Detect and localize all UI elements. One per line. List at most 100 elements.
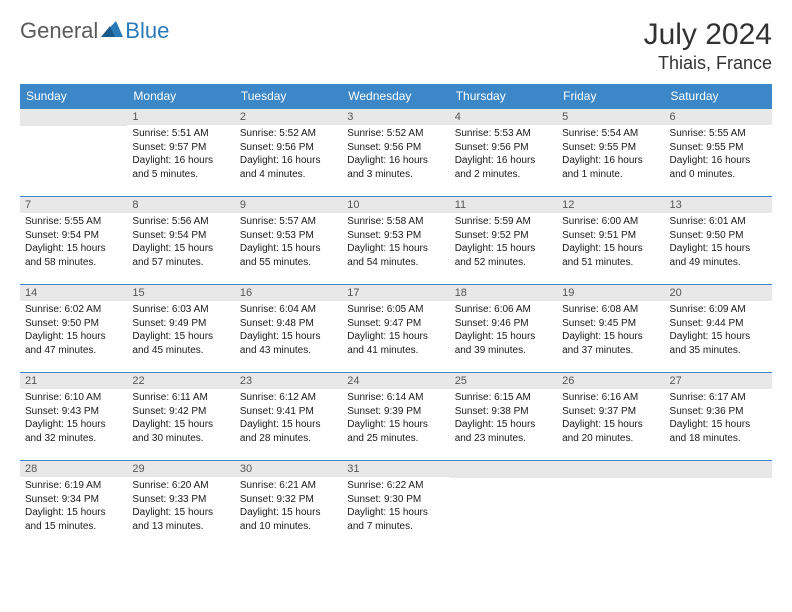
calendar-cell: 25Sunrise: 6:15 AMSunset: 9:38 PMDayligh… [450,373,557,461]
sunrise-line: Sunrise: 5:52 AM [240,127,337,141]
weekday-header: Tuesday [235,84,342,109]
calendar-cell: 27Sunrise: 6:17 AMSunset: 9:36 PMDayligh… [665,373,772,461]
sunset-line: Sunset: 9:46 PM [455,317,552,331]
sunset-line: Sunset: 9:42 PM [132,405,229,419]
empty-day [450,461,557,478]
day-number: 23 [235,373,342,389]
day-details: Sunrise: 6:10 AMSunset: 9:43 PMDaylight:… [20,389,127,449]
daylight-line: Daylight: 15 hours and 28 minutes. [240,418,337,445]
calendar-cell: 19Sunrise: 6:08 AMSunset: 9:45 PMDayligh… [557,285,664,373]
daylight-line: Daylight: 15 hours and 47 minutes. [25,330,122,357]
day-details: Sunrise: 5:53 AMSunset: 9:56 PMDaylight:… [450,125,557,185]
sunrise-line: Sunrise: 5:55 AM [670,127,767,141]
day-number: 31 [342,461,449,477]
calendar-cell: 16Sunrise: 6:04 AMSunset: 9:48 PMDayligh… [235,285,342,373]
day-number: 22 [127,373,234,389]
daylight-line: Daylight: 16 hours and 2 minutes. [455,154,552,181]
sunrise-line: Sunrise: 5:54 AM [562,127,659,141]
calendar-cell: 2Sunrise: 5:52 AMSunset: 9:56 PMDaylight… [235,109,342,197]
brand-part2: Blue [125,18,169,44]
day-details: Sunrise: 6:05 AMSunset: 9:47 PMDaylight:… [342,301,449,361]
day-number: 18 [450,285,557,301]
sunrise-line: Sunrise: 6:10 AM [25,391,122,405]
sunset-line: Sunset: 9:57 PM [132,141,229,155]
calendar-cell: 23Sunrise: 6:12 AMSunset: 9:41 PMDayligh… [235,373,342,461]
daylight-line: Daylight: 15 hours and 55 minutes. [240,242,337,269]
day-details: Sunrise: 6:21 AMSunset: 9:32 PMDaylight:… [235,477,342,537]
day-number: 20 [665,285,772,301]
calendar-cell: 30Sunrise: 6:21 AMSunset: 9:32 PMDayligh… [235,461,342,549]
calendar-cell: 5Sunrise: 5:54 AMSunset: 9:55 PMDaylight… [557,109,664,197]
day-details: Sunrise: 6:02 AMSunset: 9:50 PMDaylight:… [20,301,127,361]
sunrise-line: Sunrise: 6:22 AM [347,479,444,493]
calendar-cell: 22Sunrise: 6:11 AMSunset: 9:42 PMDayligh… [127,373,234,461]
sunrise-line: Sunrise: 6:02 AM [25,303,122,317]
daylight-line: Daylight: 15 hours and 35 minutes. [670,330,767,357]
day-details: Sunrise: 5:51 AMSunset: 9:57 PMDaylight:… [127,125,234,185]
daylight-line: Daylight: 15 hours and 39 minutes. [455,330,552,357]
calendar-cell: 3Sunrise: 5:52 AMSunset: 9:56 PMDaylight… [342,109,449,197]
brand-logo: General Blue [20,18,169,44]
calendar-row: 21Sunrise: 6:10 AMSunset: 9:43 PMDayligh… [20,373,772,461]
sunrise-line: Sunrise: 6:03 AM [132,303,229,317]
day-number: 24 [342,373,449,389]
day-number: 8 [127,197,234,213]
calendar-cell [20,109,127,197]
weekday-header: Wednesday [342,84,449,109]
daylight-line: Daylight: 15 hours and 57 minutes. [132,242,229,269]
day-details: Sunrise: 6:11 AMSunset: 9:42 PMDaylight:… [127,389,234,449]
day-number: 16 [235,285,342,301]
day-details: Sunrise: 6:14 AMSunset: 9:39 PMDaylight:… [342,389,449,449]
sunrise-line: Sunrise: 6:08 AM [562,303,659,317]
calendar-cell: 6Sunrise: 5:55 AMSunset: 9:55 PMDaylight… [665,109,772,197]
sunset-line: Sunset: 9:56 PM [347,141,444,155]
calendar-cell [557,461,664,549]
daylight-line: Daylight: 15 hours and 43 minutes. [240,330,337,357]
day-number: 14 [20,285,127,301]
sunrise-line: Sunrise: 6:11 AM [132,391,229,405]
sunrise-line: Sunrise: 6:14 AM [347,391,444,405]
day-details: Sunrise: 6:15 AMSunset: 9:38 PMDaylight:… [450,389,557,449]
calendar-row: 28Sunrise: 6:19 AMSunset: 9:34 PMDayligh… [20,461,772,549]
sunset-line: Sunset: 9:34 PM [25,493,122,507]
calendar-cell: 11Sunrise: 5:59 AMSunset: 9:52 PMDayligh… [450,197,557,285]
day-number: 11 [450,197,557,213]
calendar-cell: 17Sunrise: 6:05 AMSunset: 9:47 PMDayligh… [342,285,449,373]
sunrise-line: Sunrise: 5:55 AM [25,215,122,229]
day-number: 12 [557,197,664,213]
day-number: 30 [235,461,342,477]
day-details: Sunrise: 5:52 AMSunset: 9:56 PMDaylight:… [235,125,342,185]
daylight-line: Daylight: 15 hours and 58 minutes. [25,242,122,269]
calendar-cell: 20Sunrise: 6:09 AMSunset: 9:44 PMDayligh… [665,285,772,373]
sunrise-line: Sunrise: 6:16 AM [562,391,659,405]
sunrise-line: Sunrise: 5:57 AM [240,215,337,229]
day-number: 10 [342,197,449,213]
sunset-line: Sunset: 9:38 PM [455,405,552,419]
calendar-cell: 7Sunrise: 5:55 AMSunset: 9:54 PMDaylight… [20,197,127,285]
day-details: Sunrise: 5:54 AMSunset: 9:55 PMDaylight:… [557,125,664,185]
day-details: Sunrise: 6:09 AMSunset: 9:44 PMDaylight:… [665,301,772,361]
sunset-line: Sunset: 9:51 PM [562,229,659,243]
day-details: Sunrise: 6:06 AMSunset: 9:46 PMDaylight:… [450,301,557,361]
day-number: 26 [557,373,664,389]
daylight-line: Daylight: 16 hours and 3 minutes. [347,154,444,181]
daylight-line: Daylight: 15 hours and 20 minutes. [562,418,659,445]
day-number: 21 [20,373,127,389]
calendar-row: 7Sunrise: 5:55 AMSunset: 9:54 PMDaylight… [20,197,772,285]
daylight-line: Daylight: 15 hours and 52 minutes. [455,242,552,269]
weekday-header: Monday [127,84,234,109]
sunset-line: Sunset: 9:53 PM [240,229,337,243]
weekday-header: Thursday [450,84,557,109]
sunrise-line: Sunrise: 6:21 AM [240,479,337,493]
calendar-cell: 29Sunrise: 6:20 AMSunset: 9:33 PMDayligh… [127,461,234,549]
calendar-row: 1Sunrise: 5:51 AMSunset: 9:57 PMDaylight… [20,109,772,197]
sunrise-line: Sunrise: 6:05 AM [347,303,444,317]
weekday-header: Saturday [665,84,772,109]
day-details: Sunrise: 5:58 AMSunset: 9:53 PMDaylight:… [342,213,449,273]
sunset-line: Sunset: 9:52 PM [455,229,552,243]
empty-day [665,461,772,478]
day-number: 15 [127,285,234,301]
sunset-line: Sunset: 9:50 PM [670,229,767,243]
day-number: 7 [20,197,127,213]
sunrise-line: Sunrise: 5:52 AM [347,127,444,141]
